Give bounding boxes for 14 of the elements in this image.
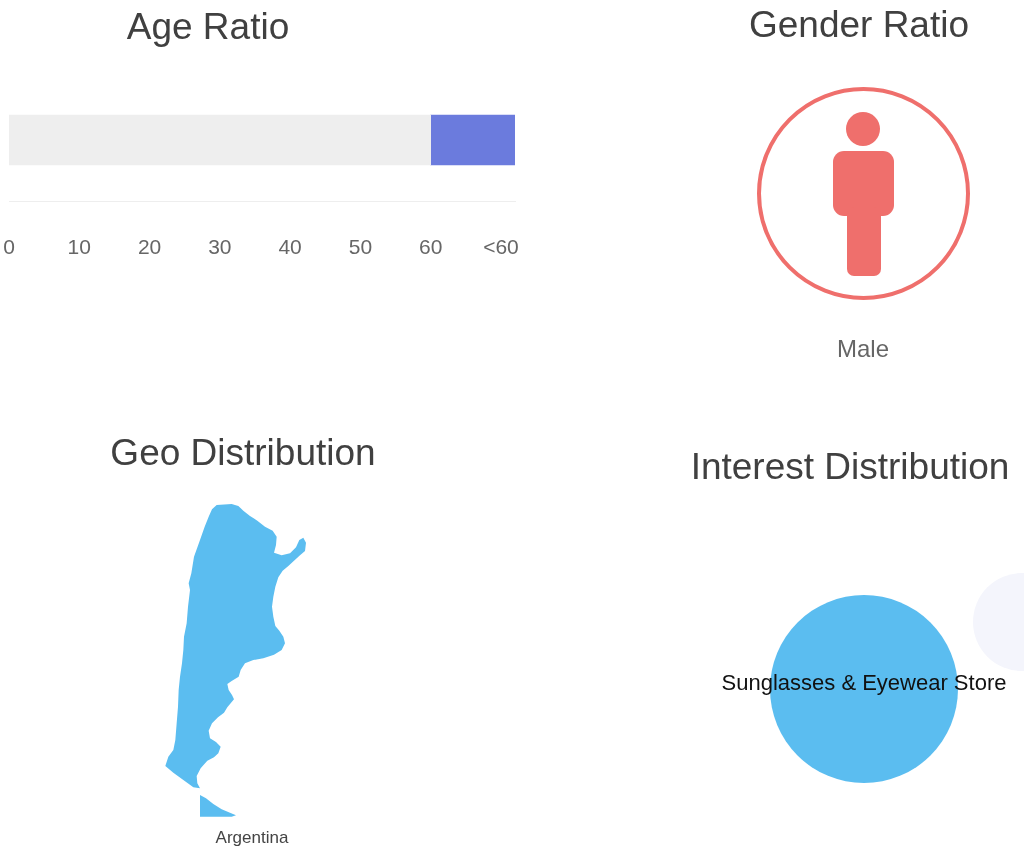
x-tick-label: 10	[67, 235, 91, 259]
x-tick-label: <60	[483, 235, 519, 259]
text: Gender Ratio	[748, 4, 970, 45]
text: Interest Distribution	[690, 446, 1010, 487]
chart-title: Age Ratio	[126, 6, 290, 47]
x-tick-label: 40	[278, 235, 302, 259]
x-tick-label: 20	[137, 235, 162, 259]
x-tick-label: 50	[348, 235, 373, 259]
x-tick-label: 30	[208, 235, 232, 259]
text: Argentina	[215, 828, 289, 848]
x-tick-label: 60	[418, 235, 443, 259]
text: Male	[836, 334, 890, 363]
text: Geo Distribution	[110, 432, 376, 473]
x-tick-label: 0	[3, 235, 15, 259]
